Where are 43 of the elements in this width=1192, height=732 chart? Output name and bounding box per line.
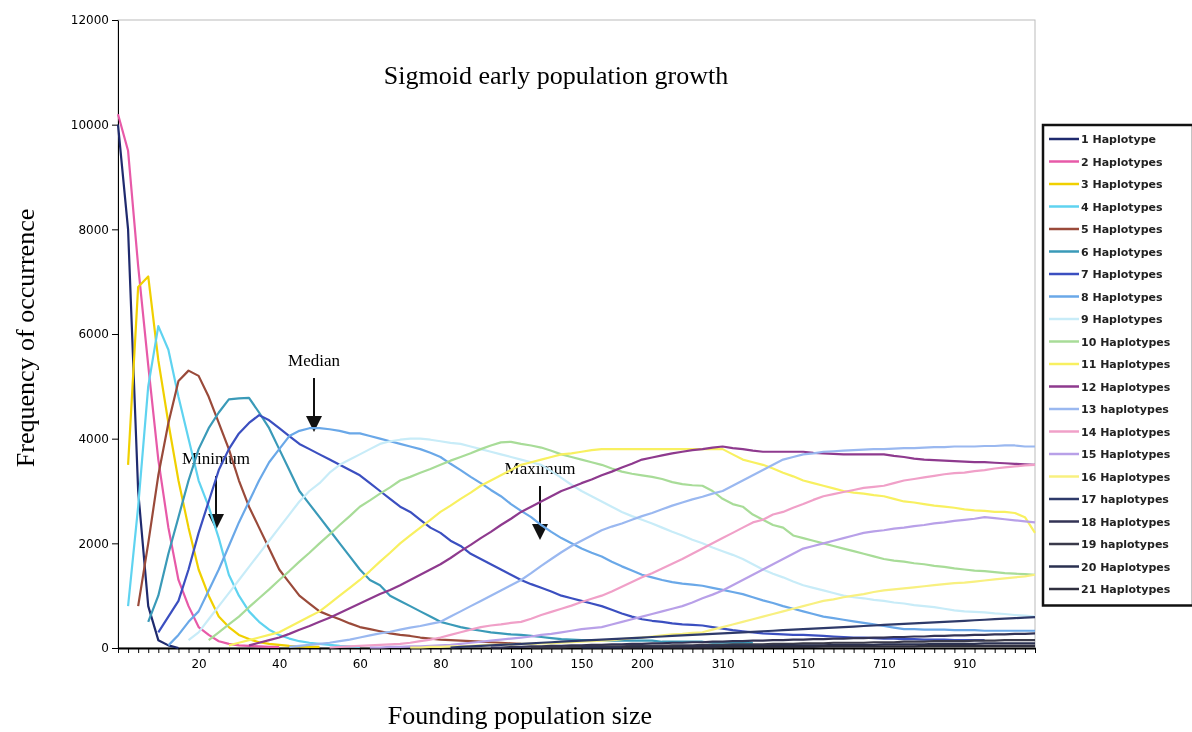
legend-label: 8 Haplotypes bbox=[1081, 290, 1164, 304]
legend-label: 3 Haplotypes bbox=[1081, 178, 1164, 191]
legend-label: 10 Haplotypes bbox=[1081, 335, 1171, 349]
y-tick-label: 2000 bbox=[78, 536, 109, 551]
legend-label: 19 haplotypes bbox=[1081, 538, 1170, 551]
x-tick-label: 80 bbox=[433, 657, 449, 671]
y-tick-label: 12000 bbox=[70, 13, 109, 28]
legend-label: 20 Haplotypes bbox=[1081, 560, 1171, 574]
legend-label: 17 haplotypes bbox=[1081, 493, 1170, 506]
legend-label: 21 Haplotypes bbox=[1081, 583, 1171, 596]
x-tick-label: 60 bbox=[352, 657, 368, 671]
legend-label: 14 Haplotypes bbox=[1081, 425, 1171, 439]
x-tick-label: 150 bbox=[570, 657, 594, 671]
x-tick-label: 710 bbox=[872, 657, 896, 671]
legend-label: 18 Haplotypes bbox=[1081, 515, 1171, 529]
x-tick-label: 510 bbox=[792, 657, 816, 671]
y-axis-title: Frequency of occurrence bbox=[11, 208, 40, 468]
legend-label: 6 Haplotypes bbox=[1081, 245, 1164, 259]
x-tick-label: 200 bbox=[631, 657, 654, 671]
legend-label: 15 Haplotypes bbox=[1081, 448, 1171, 461]
y-tick-label: 8000 bbox=[78, 222, 109, 237]
legend-label: 4 Haplotypes bbox=[1081, 200, 1164, 214]
legend-label: 12 Haplotypes bbox=[1081, 380, 1171, 394]
y-tick-label: 6000 bbox=[78, 327, 109, 342]
y-tick-label: 4000 bbox=[78, 432, 109, 447]
legend-label: 2 Haplotypes bbox=[1081, 155, 1164, 169]
x-tick-label: 100 bbox=[510, 657, 534, 671]
y-tick-label: 0 bbox=[101, 641, 109, 656]
x-tick-label: 310 bbox=[711, 657, 735, 671]
legend-label: 16 Haplotypes bbox=[1081, 470, 1171, 484]
legend-label: 13 haplotypes bbox=[1081, 403, 1170, 416]
x-axis-title: Founding population size bbox=[387, 701, 653, 730]
legend-label: 11 Haplotypes bbox=[1081, 358, 1171, 371]
x-tick-label: 20 bbox=[191, 657, 207, 671]
x-tick-label: 40 bbox=[272, 657, 288, 671]
legend-label: 7 Haplotypes bbox=[1081, 268, 1164, 281]
text: Sigmoid early population growth bbox=[383, 61, 729, 90]
y-tick-label: 10000 bbox=[70, 118, 109, 133]
legend-label: 9 Haplotypes bbox=[1081, 313, 1164, 326]
legend-label: 1 Haplotype bbox=[1081, 133, 1157, 146]
x-tick-label: 910 bbox=[953, 657, 977, 671]
legend-label: 5 Haplotypes bbox=[1081, 223, 1164, 236]
annotation: Median bbox=[288, 351, 341, 370]
